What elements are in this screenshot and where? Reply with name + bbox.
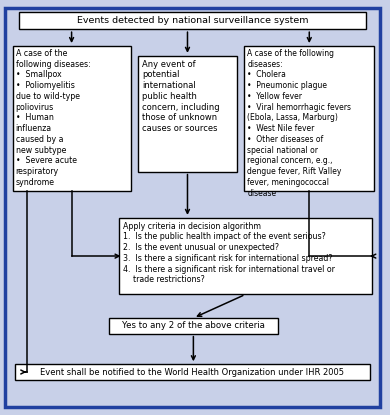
Bar (138, 56, 237, 172)
Text: A case of the following
diseases:
•  Cholera
•  Pneumonic plague
•  Yellow fever: A case of the following diseases: • Chol… (247, 49, 351, 198)
Bar (245, 46, 374, 191)
Text: A case of the
following diseases:
•  Smallpox
•  Poliomyelitis
due to wild-type
: A case of the following diseases: • Smal… (16, 49, 90, 187)
Bar (15, 364, 370, 380)
Bar (12, 46, 131, 191)
Bar (19, 12, 366, 29)
Text: Apply criteria in decision algorithm
1.  Is the public health impact of the even: Apply criteria in decision algorithm 1. … (123, 222, 335, 285)
Text: Any event of
potential
international
public health
concern, including
those of u: Any event of potential international pub… (142, 60, 220, 133)
Text: Yes to any 2 of the above criteria: Yes to any 2 of the above criteria (122, 321, 265, 330)
Bar (119, 218, 372, 294)
Text: Event shall be notified to the World Health Organization under IHR 2005: Event shall be notified to the World Hea… (41, 368, 344, 376)
Text: Events detected by national surveillance system: Events detected by national surveillance… (77, 16, 308, 25)
Bar (109, 318, 278, 334)
